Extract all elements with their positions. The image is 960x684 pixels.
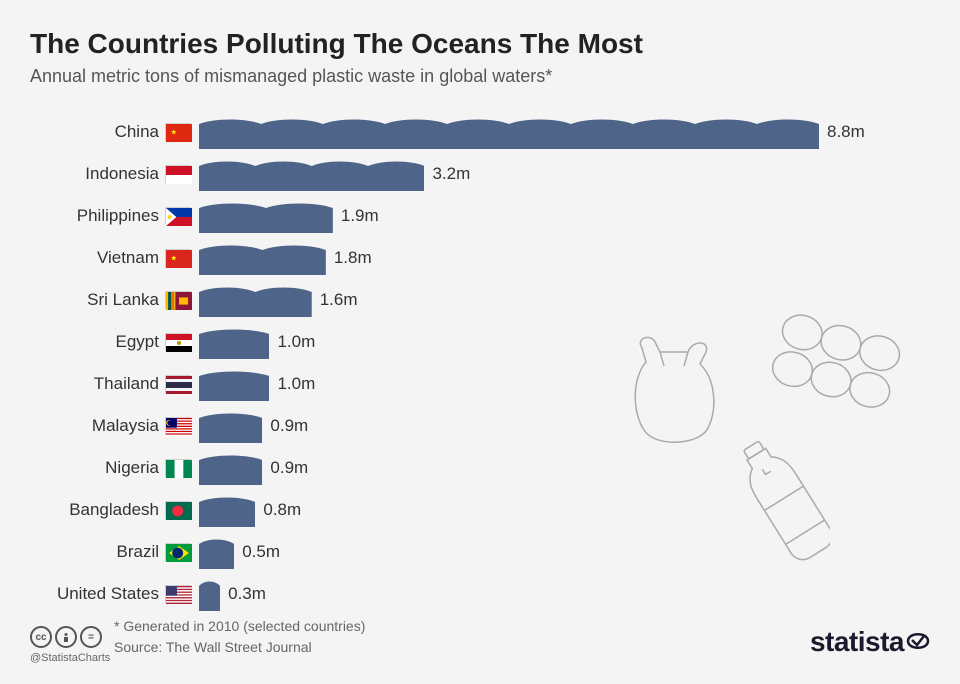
value-label: 0.3m [228, 584, 266, 604]
bar-row: China 8.8m [30, 113, 930, 151]
wave-bar [199, 202, 333, 230]
flag-icon [165, 375, 191, 393]
wave-bar [199, 118, 819, 146]
bar-row: United States 0.3m [30, 575, 930, 613]
footnote-text: * Generated in 2010 (selected countries) [114, 616, 365, 637]
flag-icon [165, 291, 191, 309]
value-label: 1.0m [277, 332, 315, 352]
flag-icon [165, 207, 191, 225]
value-label: 1.6m [320, 290, 358, 310]
wave-bar [199, 160, 424, 188]
chart-footer: cc = @StatistaCharts * Generated in 2010… [30, 616, 365, 658]
wave-bar [199, 538, 234, 566]
wave-bar [199, 454, 262, 482]
cc-nd-icon: = [80, 626, 102, 648]
wave-bar [199, 580, 220, 608]
country-label: Brazil [30, 542, 165, 562]
plastic-bag-icon [620, 330, 730, 450]
country-label: Malaysia [30, 416, 165, 436]
source-text: Source: The Wall Street Journal [114, 637, 365, 658]
six-pack-rings-icon [760, 310, 910, 420]
wave-bar [199, 412, 262, 440]
value-label: 1.9m [341, 206, 379, 226]
cc-by-icon [55, 626, 77, 648]
bottle-icon [740, 430, 830, 570]
value-label: 0.9m [270, 458, 308, 478]
country-label: United States [30, 584, 165, 604]
twitter-handle: @StatistaCharts [30, 652, 110, 664]
flag-icon [165, 123, 191, 141]
cc-icon: cc [30, 626, 52, 648]
chart-subtitle: Annual metric tons of mismanaged plastic… [30, 66, 930, 87]
wave-bar [199, 370, 269, 398]
flag-icon [165, 417, 191, 435]
flag-icon [165, 543, 191, 561]
country-label: Indonesia [30, 164, 165, 184]
value-label: 0.5m [242, 542, 280, 562]
country-label: Sri Lanka [30, 290, 165, 310]
wave-bar [199, 496, 255, 524]
country-label: Egypt [30, 332, 165, 352]
flag-icon [165, 333, 191, 351]
flag-icon [165, 585, 191, 603]
country-label: Philippines [30, 206, 165, 226]
wave-bar [199, 244, 326, 272]
statista-logo: statista [810, 626, 930, 658]
flag-icon [165, 459, 191, 477]
value-label: 0.8m [263, 500, 301, 520]
value-label: 1.8m [334, 248, 372, 268]
bar-row: Indonesia 3.2m [30, 155, 930, 193]
flag-icon [165, 165, 191, 183]
flag-icon [165, 249, 191, 267]
country-label: China [30, 122, 165, 142]
country-label: Nigeria [30, 458, 165, 478]
country-label: Bangladesh [30, 500, 165, 520]
value-label: 8.8m [827, 122, 865, 142]
wave-bar [199, 328, 269, 356]
bar-row: Philippines 1.9m [30, 197, 930, 235]
bar-row: Vietnam 1.8m [30, 239, 930, 277]
flag-icon [165, 501, 191, 519]
chart-title: The Countries Polluting The Oceans The M… [30, 28, 930, 60]
wave-bar [199, 286, 312, 314]
value-label: 1.0m [277, 374, 315, 394]
country-label: Vietnam [30, 248, 165, 268]
country-label: Thailand [30, 374, 165, 394]
value-label: 3.2m [432, 164, 470, 184]
value-label: 0.9m [270, 416, 308, 436]
